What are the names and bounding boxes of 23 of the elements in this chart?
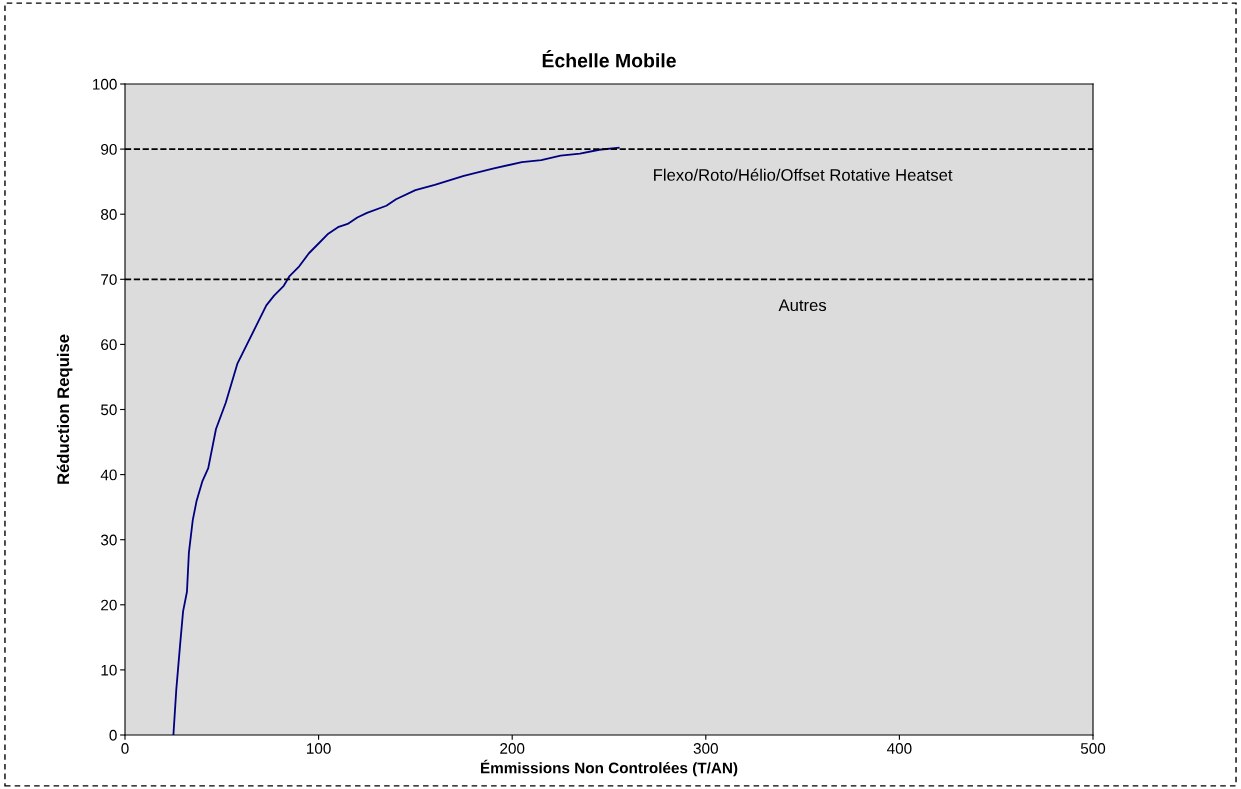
ref-line-label: Flexo/Roto/Hélio/Offset Rotative Heatset (654, 168, 953, 181)
chart-title: Échelle Mobile (542, 50, 676, 68)
x-tick-label: 500 (1080, 743, 1106, 754)
y-tick-label: 70 (101, 274, 117, 285)
y-tick-label: 80 (101, 209, 117, 220)
y-tick-label: 0 (109, 729, 117, 741)
x-tick-label: 200 (500, 743, 525, 754)
line-series (172, 146, 620, 735)
y-tick-label: 30 (100, 534, 117, 546)
y-tick-label: 10 (101, 664, 117, 676)
y-axis-title: Réduction Requise (56, 334, 73, 484)
ref-line-label: Autres (778, 299, 827, 312)
x-tick-label: 100 (307, 743, 331, 754)
x-tick-label: 300 (693, 743, 718, 754)
y-tick-label: 40 (100, 469, 117, 481)
y-tick-label: 100 (93, 78, 117, 90)
y-tick-label: 50 (100, 404, 117, 416)
x-tick-label: 0 (121, 743, 129, 754)
y-tick-label: 60 (101, 339, 117, 351)
x-tick-label: 400 (887, 743, 912, 754)
x-axis-title: Émmissions Non Controlées (T/AN) (481, 759, 738, 777)
y-tick-label: 90 (101, 143, 117, 155)
y-tick-label: 20 (101, 599, 117, 611)
